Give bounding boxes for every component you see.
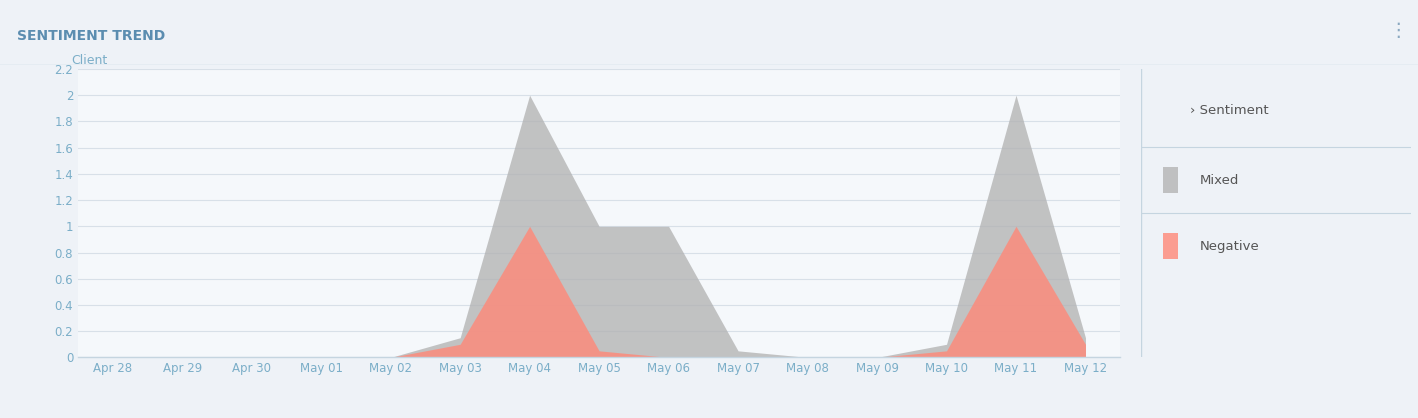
Bar	[1163, 167, 1178, 193]
Text: Client: Client	[71, 54, 108, 67]
Text: ⋮: ⋮	[1388, 21, 1408, 40]
Text: Mixed: Mixed	[1200, 173, 1239, 186]
Text: Negative: Negative	[1200, 240, 1259, 253]
Bar	[1163, 233, 1178, 259]
Text: › Sentiment: › Sentiment	[1190, 104, 1269, 117]
Text: SENTIMENT TREND: SENTIMENT TREND	[17, 29, 166, 43]
